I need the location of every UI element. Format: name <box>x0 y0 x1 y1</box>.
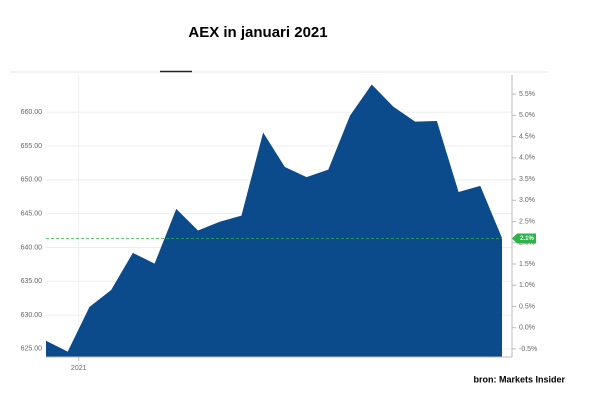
y2-tick-label: 1.0% <box>519 282 535 289</box>
y-tick-label: 650.00 <box>21 177 43 184</box>
y2-tick-label: 5.5% <box>519 91 535 98</box>
y2-tick-label: -0.5% <box>519 346 537 353</box>
source: bron: Markets Insider <box>473 374 565 384</box>
y-tick-label: 645.00 <box>21 210 43 217</box>
y2-tick-label: 2.5% <box>519 218 535 225</box>
y2-tick-label: 5.0% <box>519 112 535 119</box>
y-tick-label: 630.00 <box>21 312 43 319</box>
y2-tick-label: 1.5% <box>519 261 535 268</box>
area <box>46 84 502 358</box>
x-tick-label: 2021 <box>71 365 87 372</box>
y2-tick-label: 4.0% <box>519 155 535 162</box>
y-tick-label: 655.00 <box>21 143 43 150</box>
y-tick-label: 660.00 <box>21 109 43 116</box>
current-badge <box>512 233 536 244</box>
y2-tick-label: 3.0% <box>519 197 535 204</box>
y2-tick-label: 0.5% <box>519 303 535 310</box>
y-tick-label: 635.00 <box>21 278 43 285</box>
chart-title: AEX in januari 2021 <box>188 24 327 41</box>
y-tick-label: 625.00 <box>21 346 43 353</box>
y2-tick-label: 3.5% <box>519 176 535 183</box>
y2-tick-label: 4.5% <box>519 133 535 140</box>
y2-tick-label: 0.0% <box>519 325 535 332</box>
y-tick-label: 640.00 <box>21 244 43 251</box>
current-label: 2.1% <box>520 236 534 242</box>
